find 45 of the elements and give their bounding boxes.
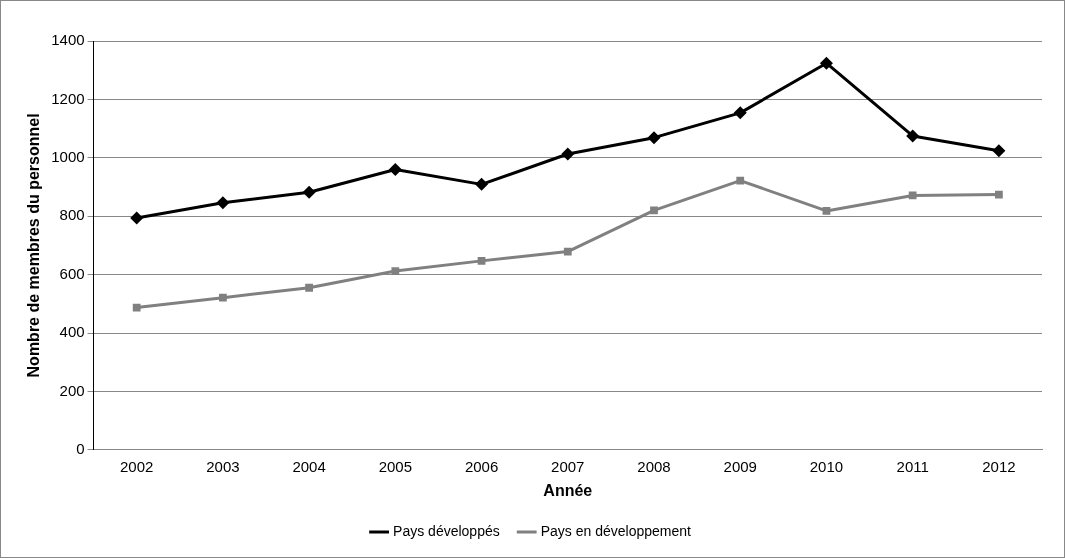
legend-label: Pays développés: [393, 522, 500, 539]
y-tick-label: 0: [76, 439, 85, 457]
x-tick-label: 2007: [551, 457, 585, 475]
x-tick-label: 2002: [119, 457, 154, 475]
y-tick-label: 1000: [51, 147, 85, 165]
point: [475, 177, 489, 191]
y-tick-label: 400: [59, 323, 85, 341]
point: [819, 56, 833, 70]
x-axis-title: Année: [543, 481, 593, 499]
point: [130, 211, 144, 225]
y-axis-title: Nombre de membres du personnel: [25, 113, 43, 378]
point: [477, 256, 486, 265]
point: [995, 190, 1003, 199]
point: [992, 144, 1006, 158]
point: [908, 191, 917, 200]
y-tick-label: 1200: [51, 89, 85, 107]
x-tick-label: 2008: [637, 457, 671, 475]
x-tick-label: 2012: [982, 457, 1016, 475]
x-tick-label: 2003: [206, 457, 240, 475]
x-tick-label: 2004: [292, 457, 326, 475]
point: [563, 247, 572, 256]
point: [906, 129, 920, 143]
y-tick-label: 1400: [51, 31, 85, 49]
x-tick-label: 2009: [723, 457, 757, 475]
point: [302, 185, 316, 199]
point: [305, 283, 314, 292]
x-tick-label: 2006: [464, 457, 499, 475]
x-tick-label: 2010: [809, 457, 844, 475]
legend-label: Pays en développement: [540, 522, 692, 539]
point: [647, 131, 661, 145]
point: [736, 176, 745, 185]
point: [650, 206, 658, 215]
x-tick-label: 2005: [378, 457, 413, 475]
point: [561, 147, 575, 161]
x-tick-label: 2011: [896, 457, 929, 475]
point: [216, 196, 230, 210]
y-tick-label: 600: [59, 264, 85, 282]
point: [822, 207, 831, 215]
y-tick-label: 800: [59, 206, 85, 224]
point: [132, 303, 141, 312]
point: [391, 267, 400, 275]
point: [733, 106, 747, 120]
point: [219, 293, 227, 302]
point: [388, 162, 402, 176]
y-tick-label: 200: [59, 381, 85, 399]
